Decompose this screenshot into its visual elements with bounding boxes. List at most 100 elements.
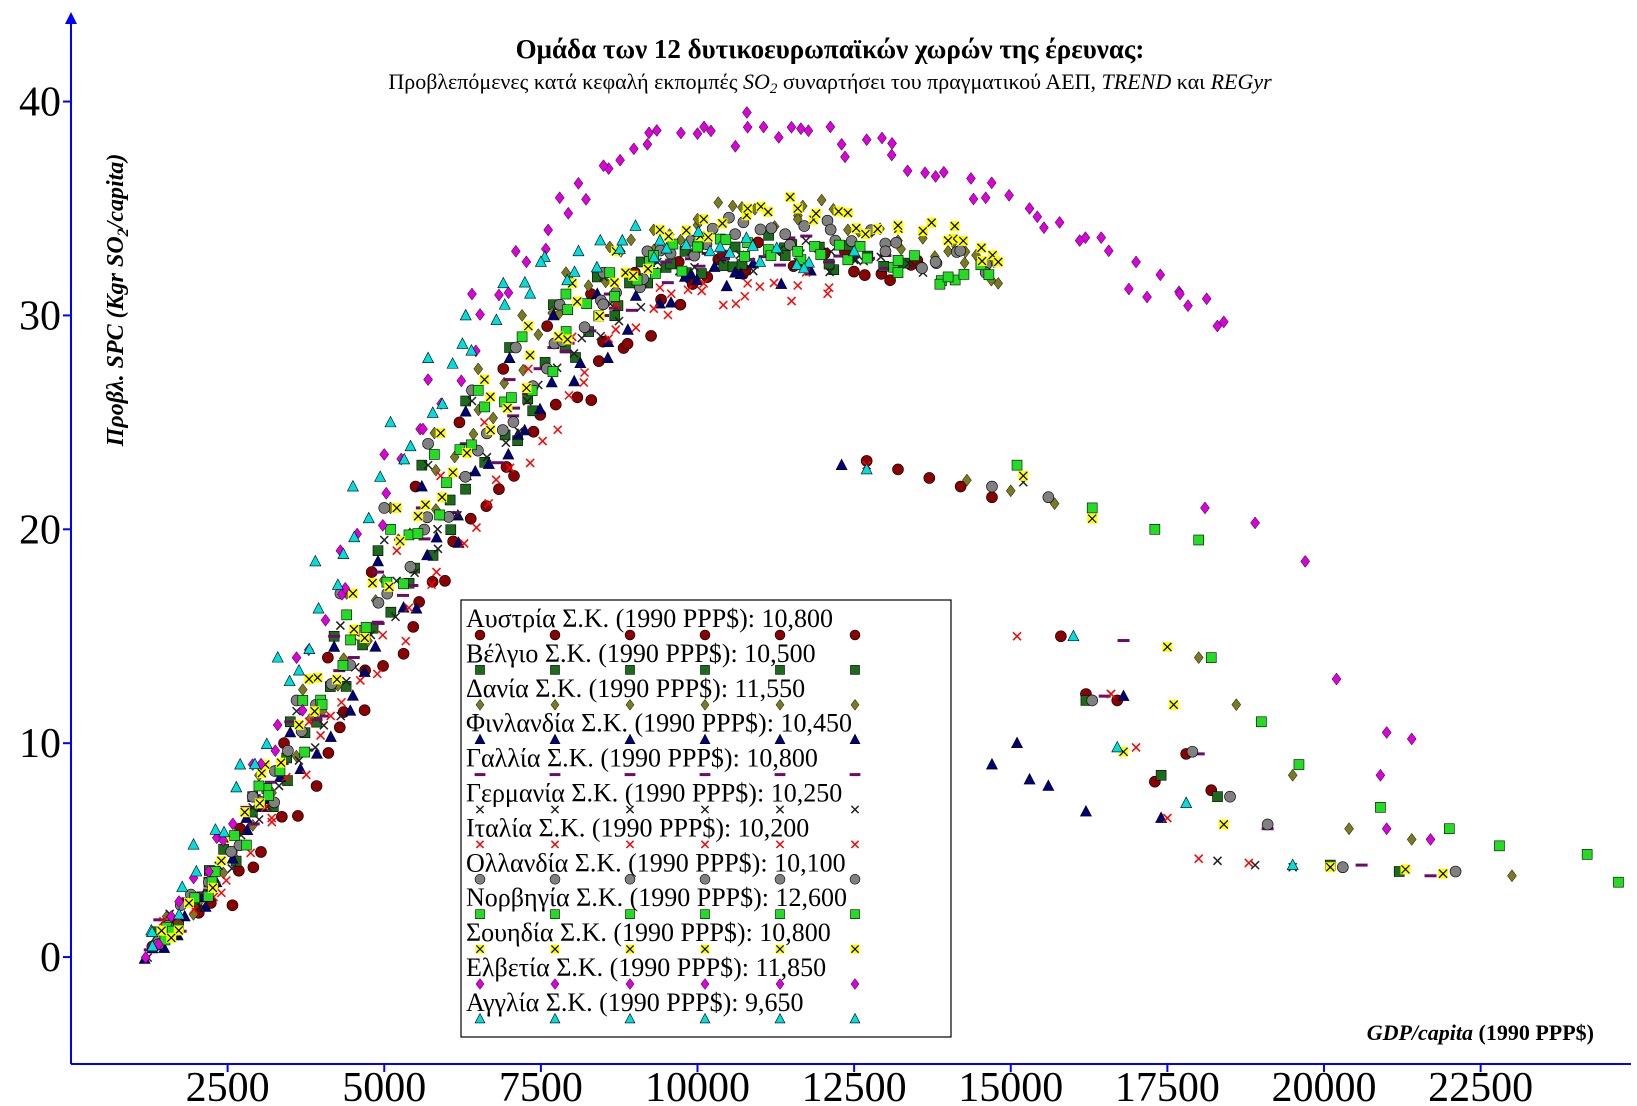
marker-cross — [240, 807, 250, 817]
data-point — [663, 231, 674, 242]
data-point — [793, 280, 803, 291]
data-point — [842, 254, 854, 266]
data-point — [1175, 287, 1185, 301]
data-point — [850, 698, 860, 711]
data-point — [775, 978, 785, 990]
data-point — [850, 978, 860, 990]
data-point — [742, 203, 753, 214]
marker-cross — [610, 278, 619, 287]
data-point — [621, 323, 634, 335]
data-point — [1155, 268, 1166, 282]
data-point — [938, 165, 949, 179]
marker-cross — [977, 256, 987, 266]
data-point — [1201, 292, 1212, 306]
data-point — [310, 742, 320, 753]
marker-cross — [1401, 864, 1410, 874]
data-point — [742, 106, 752, 119]
marker-cross — [563, 335, 572, 344]
data-point — [1300, 554, 1311, 568]
data-point — [720, 279, 733, 292]
data-point — [1011, 736, 1024, 748]
data-point — [598, 159, 609, 173]
chart-title: Ομάδα των 12 δυτικοευρωπαϊκών χωρών της … — [516, 34, 1145, 64]
data-point — [309, 706, 320, 717]
data-point — [826, 247, 836, 257]
data-point — [920, 166, 930, 180]
subtitle-part: συναρτήσει του πραγματικού ΑΕΠ, — [777, 69, 1101, 94]
data-point — [453, 416, 466, 429]
data-point — [1444, 823, 1455, 835]
marker-cross — [861, 229, 870, 239]
data-point — [184, 898, 195, 909]
data-point — [585, 394, 598, 406]
data-point — [218, 825, 231, 838]
data-point — [692, 127, 703, 141]
data-point — [379, 535, 389, 545]
x-tick-label: 5000 — [342, 1065, 426, 1106]
data-point — [485, 391, 496, 402]
marker-cross — [522, 383, 531, 393]
data-point — [340, 581, 351, 595]
legend-item: Ολλανδία Σ.Κ. (1990 PPP$): 10,100 — [466, 848, 861, 885]
data-point — [190, 864, 203, 877]
data-point — [227, 863, 237, 873]
data-point — [348, 624, 359, 635]
data-point — [877, 131, 887, 145]
marker-cross — [699, 214, 709, 224]
data-point — [392, 546, 402, 556]
data-point — [775, 909, 785, 920]
data-point — [593, 355, 605, 367]
data-point — [297, 683, 308, 697]
data-point — [700, 909, 710, 920]
data-point — [521, 255, 532, 269]
series-9 — [159, 233, 1624, 946]
data-point — [1244, 858, 1254, 868]
data-point — [369, 640, 382, 652]
marker-cross — [310, 706, 320, 716]
data-point — [787, 296, 797, 306]
data-point — [485, 425, 496, 436]
data-point — [550, 805, 560, 814]
data-point — [748, 266, 758, 276]
data-point — [173, 907, 186, 920]
data-point — [861, 133, 872, 147]
data-point — [572, 244, 585, 257]
data-point — [958, 235, 969, 246]
data-point — [484, 498, 494, 508]
x-tick-label: 12500 — [802, 1065, 907, 1106]
data-point — [322, 651, 334, 664]
data-point — [561, 273, 574, 286]
legend-label: Ολλανδία Σ.Κ. (1990 PPP$): 10,100 — [466, 848, 846, 877]
data-point — [294, 756, 304, 766]
legend-label: Γαλλία Σ.Κ. (1990 PPP$): 10,800 — [466, 744, 818, 773]
data-point — [525, 458, 535, 468]
data-point — [433, 544, 443, 554]
data-point — [833, 206, 844, 217]
data-point — [1375, 802, 1386, 813]
data-point — [581, 298, 592, 309]
legend-item: Δανία Σ.Κ. (1990 PPP$): 11,550 — [466, 674, 860, 711]
data-point — [601, 351, 614, 363]
data-point — [422, 437, 434, 450]
data-point — [892, 463, 904, 476]
data-point — [949, 221, 960, 232]
marker-cross — [384, 582, 394, 592]
data-point — [1079, 804, 1092, 817]
data-point — [923, 472, 936, 484]
data-point — [1325, 862, 1336, 873]
data-point — [404, 561, 417, 573]
data-point — [854, 241, 866, 252]
data-point — [312, 601, 325, 614]
data-point — [916, 262, 928, 274]
data-point — [429, 449, 440, 460]
data-point — [335, 621, 345, 631]
legend-label: Αγγλία Σ.Κ. (1990 PPP$): 9,650 — [466, 988, 804, 1017]
data-point — [340, 681, 352, 692]
data-point — [729, 228, 741, 240]
data-point — [1124, 282, 1134, 296]
data-point — [464, 512, 477, 525]
data-point — [140, 951, 151, 964]
data-point — [346, 479, 359, 492]
marker-cross — [681, 226, 691, 235]
data-point — [422, 351, 435, 364]
